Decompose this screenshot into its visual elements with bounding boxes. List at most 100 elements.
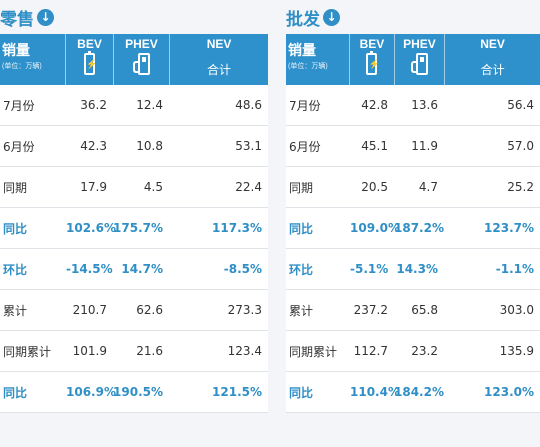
header-bev: BEV ⚡ <box>349 34 393 85</box>
bev-value: 36.2 <box>80 98 107 112</box>
phev-value: 175.7% <box>113 221 163 235</box>
table-row: 累计 210.7 62.6 273.3 <box>0 290 268 331</box>
header-phev: PHEV <box>393 34 444 85</box>
phev-value: 4.7 <box>418 180 438 194</box>
header-unit-label: (单位：万辆) <box>288 63 328 70</box>
bev-value: 102.6% <box>66 221 116 235</box>
nev-value: 22.4 <box>235 180 262 194</box>
header-phev-label: PHEV <box>403 37 436 51</box>
phev-value: 14.7% <box>121 262 163 276</box>
header-sales: 销量 (单位：万辆) <box>0 34 65 85</box>
row-label: 同比 <box>3 221 28 236</box>
retail-panel: 零售 ↓ 销量 (单位：万辆) BEV ⚡ PHEV NEV 合计 7月份 36… <box>0 0 268 413</box>
table-row: 6月份 42.3 10.8 53.1 <box>0 126 268 167</box>
header-nev-label: NEV <box>480 37 505 51</box>
row-label: 同期 <box>3 180 28 195</box>
row-label: 6月份 <box>3 139 35 154</box>
phev-value: 10.8 <box>136 139 163 153</box>
header-sales-label: 销量 <box>288 42 316 58</box>
wholesale-table-body: 7月份 42.8 13.6 56.4 6月份 45.1 11.9 57.0 同期… <box>286 85 540 413</box>
table-row-highlight: 同比 106.9% 190.5% 121.5% <box>0 372 268 413</box>
bev-value: 109.0% <box>350 221 400 235</box>
table-row-highlight: 同比 102.6% 175.7% 117.3% <box>0 208 268 249</box>
row-label: 环比 <box>289 262 314 277</box>
nev-value: 121.5% <box>212 385 262 399</box>
phev-value: 13.6 <box>411 98 438 112</box>
phev-value: 65.8 <box>411 303 438 317</box>
header-bev-label: BEV <box>77 37 102 51</box>
arrow-down-circle-icon: ↓ <box>37 8 54 26</box>
phev-value: 4.5 <box>143 180 163 194</box>
bev-value: 20.5 <box>361 180 388 194</box>
phev-value: 184.2% <box>394 385 444 399</box>
nev-value: 25.2 <box>507 180 534 194</box>
wholesale-title-text: 批发 <box>286 9 320 30</box>
bev-value: -5.1% <box>350 262 389 276</box>
phev-value: 14.3% <box>396 262 438 276</box>
table-row: 7月份 42.8 13.6 56.4 <box>286 85 540 126</box>
wholesale-panel: 批发 ↓ 销量 (单位：万辆) BEV ⚡ PHEV NEV 合计 7月份 42… <box>286 0 540 413</box>
bev-value: 42.8 <box>361 98 388 112</box>
table-row: 同期 20.5 4.7 25.2 <box>286 167 540 208</box>
row-label: 同期累计 <box>3 344 52 359</box>
row-label: 同比 <box>289 221 314 236</box>
table-row-highlight: 同比 109.0% 187.2% 123.7% <box>286 208 540 249</box>
header-sales: 销量 (单位：万辆) <box>286 34 349 85</box>
table-row: 同期累计 101.9 21.6 123.4 <box>0 331 268 372</box>
table-row-highlight: 环比 -14.5% 14.7% -8.5% <box>0 249 268 290</box>
phev-value: 23.2 <box>411 344 438 358</box>
retail-table-body: 7月份 36.2 12.4 48.6 6月份 42.3 10.8 53.1 同期… <box>0 85 268 413</box>
nev-value: 56.4 <box>507 98 534 112</box>
phev-value: 12.4 <box>136 98 163 112</box>
row-label: 环比 <box>3 262 28 277</box>
header-phev-label: PHEV <box>125 37 158 51</box>
row-label: 累计 <box>289 303 314 318</box>
nev-value: 123.7% <box>484 221 534 235</box>
phev-value: 21.6 <box>136 344 163 358</box>
header-nev: NEV 合计 <box>169 34 268 85</box>
battery-icon: ⚡ <box>84 51 97 75</box>
row-label: 同期 <box>289 180 314 195</box>
header-bev-label: BEV <box>359 37 385 51</box>
table-row-highlight: 环比 -5.1% 14.3% -1.1% <box>286 249 540 290</box>
row-label: 6月份 <box>289 139 321 154</box>
nev-value: -1.1% <box>495 262 534 276</box>
header-sales-label: 销量 <box>2 42 30 58</box>
phev-value: 187.2% <box>394 221 444 235</box>
header-nev: NEV 合计 <box>444 34 540 85</box>
row-label: 7月份 <box>289 98 321 113</box>
row-label: 同比 <box>3 385 28 400</box>
row-label: 同期累计 <box>289 344 338 359</box>
nev-value: 303.0 <box>499 303 534 317</box>
header-bev: BEV ⚡ <box>65 34 112 85</box>
table-row: 同期累计 112.7 23.2 135.9 <box>286 331 540 372</box>
bev-value: -14.5% <box>66 262 113 276</box>
header-nev-sub: 合计 <box>480 63 505 77</box>
bev-value: 45.1 <box>361 139 388 153</box>
header-unit-label: (单位：万辆) <box>2 63 42 70</box>
battery-icon: ⚡ <box>366 51 380 75</box>
bev-value: 42.3 <box>80 139 107 153</box>
row-label: 累计 <box>3 303 28 318</box>
bev-value: 17.9 <box>80 180 107 194</box>
bev-value: 112.7 <box>353 344 388 358</box>
nev-value: 273.3 <box>227 303 262 317</box>
phev-value: 190.5% <box>113 385 163 399</box>
table-row: 同期 17.9 4.5 22.4 <box>0 167 268 208</box>
row-label: 7月份 <box>3 98 35 113</box>
table-row: 6月份 45.1 11.9 57.0 <box>286 126 540 167</box>
nev-value: 48.6 <box>235 98 262 112</box>
nev-value: -8.5% <box>223 262 262 276</box>
nev-value: 123.4 <box>227 344 262 358</box>
nev-value: 135.9 <box>499 344 534 358</box>
row-label: 同比 <box>289 385 314 400</box>
bev-value: 101.9 <box>72 344 107 358</box>
charging-station-icon <box>410 53 428 75</box>
nev-value: 53.1 <box>235 139 262 153</box>
table-row: 累计 237.2 65.8 303.0 <box>286 290 540 331</box>
bev-value: 106.9% <box>66 385 116 399</box>
charging-station-icon <box>132 53 150 75</box>
bev-value: 237.2 <box>353 303 388 317</box>
phev-value: 11.9 <box>411 139 438 153</box>
arrow-down-circle-icon: ↓ <box>323 8 340 26</box>
